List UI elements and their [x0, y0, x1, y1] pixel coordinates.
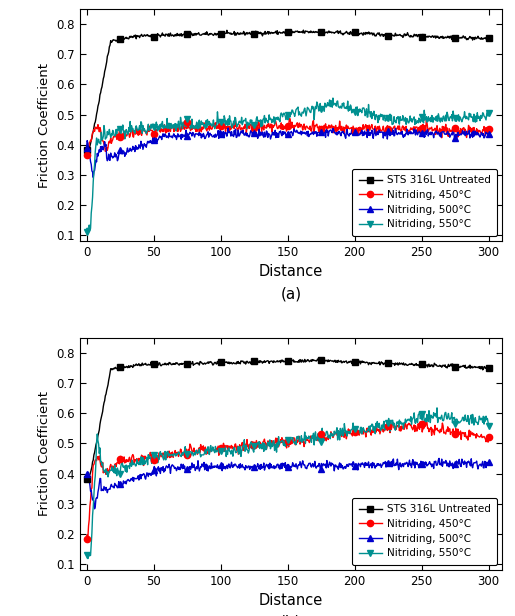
- Text: (a): (a): [280, 286, 302, 301]
- Y-axis label: Friction Coefficient: Friction Coefficient: [38, 392, 51, 516]
- X-axis label: Distance: Distance: [259, 593, 323, 608]
- Legend: STS 316L Untreated, Nitriding, 450°C, Nitriding, 500°C, Nitriding, 550°C: STS 316L Untreated, Nitriding, 450°C, Ni…: [352, 498, 497, 565]
- Legend: STS 316L Untreated, Nitriding, 450°C, Nitriding, 500°C, Nitriding, 550°C: STS 316L Untreated, Nitriding, 450°C, Ni…: [352, 169, 497, 236]
- Y-axis label: Friction Coefficient: Friction Coefficient: [38, 63, 51, 187]
- X-axis label: Distance: Distance: [259, 264, 323, 279]
- Text: (b): (b): [280, 615, 302, 616]
